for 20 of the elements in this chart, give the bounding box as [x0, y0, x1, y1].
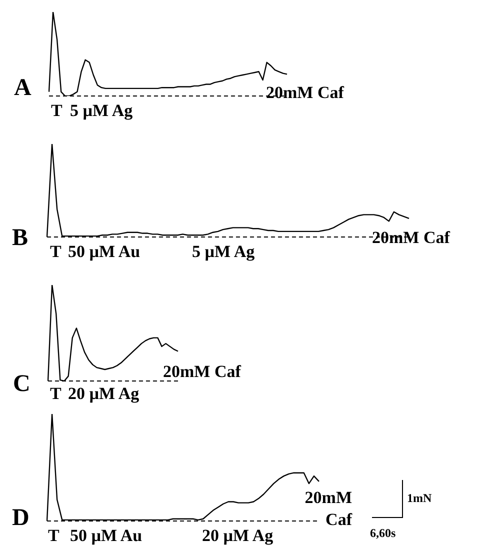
text: 1mN — [407, 491, 432, 505]
text: 5 µM Ag — [70, 101, 133, 120]
text: T — [48, 526, 60, 545]
text: D — [12, 505, 30, 531]
text: 50 µM Au — [70, 526, 142, 545]
text: T — [50, 384, 62, 403]
annotation: 20mM Caf — [372, 228, 450, 247]
text: C — [13, 371, 30, 397]
text: 6,60s — [370, 526, 396, 540]
text: 50 µM Au — [68, 242, 140, 261]
text: T — [51, 101, 62, 120]
annotation: 20mM Caf — [163, 362, 241, 381]
annotation: 20mM Caf — [266, 83, 344, 102]
text: B — [12, 225, 28, 251]
text: 20 µM Ag — [202, 526, 274, 545]
annotation: 20mM Caf — [304, 487, 352, 531]
text: A — [14, 75, 32, 101]
text: 20 µM Ag — [68, 384, 140, 403]
text: 5 µM Ag — [192, 242, 255, 261]
text: T — [50, 242, 62, 261]
